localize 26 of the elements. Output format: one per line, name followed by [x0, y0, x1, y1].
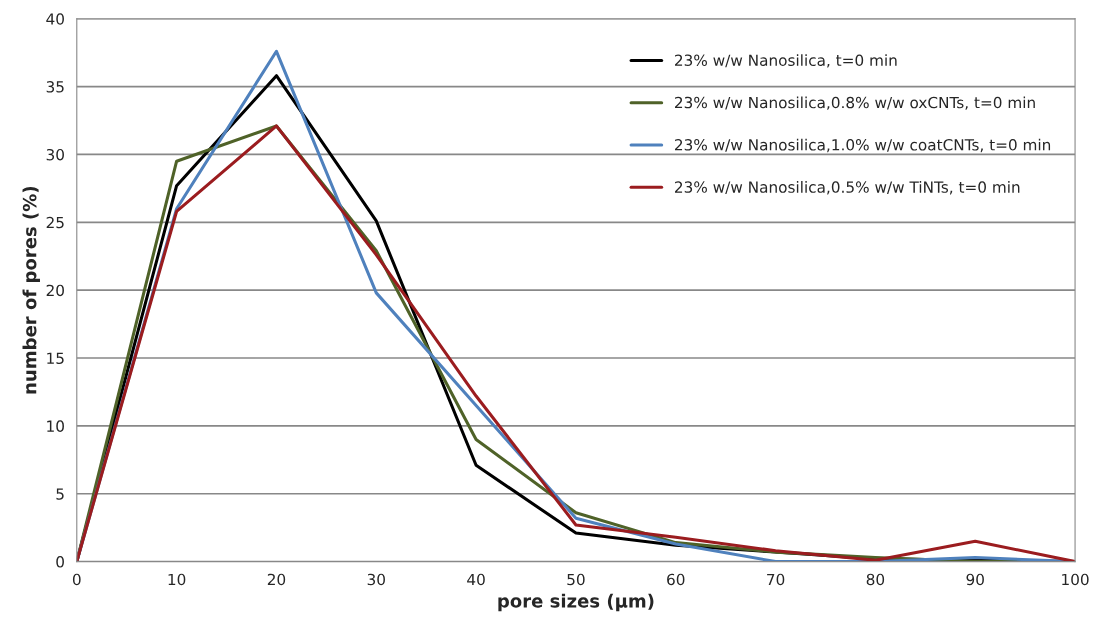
y-tick-label: 35	[46, 81, 64, 93]
legend-label: 23% w/w Nanosilica,0.8% w/w oxCNTs, t=0 min	[675, 96, 1035, 110]
y-axis-title: number of pores (%)	[22, 186, 40, 394]
legend-label: 23% w/w Nanosilica,1.0% w/w coatCNTs, t=0 min	[675, 138, 1051, 153]
x-tick-label: 40	[467, 573, 485, 586]
y-tick-label: 5	[56, 488, 64, 500]
x-tick-label: 90	[966, 573, 984, 586]
y-tick-label: 25	[46, 216, 64, 229]
x-tick-label: 10	[168, 573, 186, 586]
y-tick-label: 40	[46, 13, 64, 25]
x-tick-label: 30	[367, 573, 385, 586]
legend-label: 23% w/w Nanosilica,0.5% w/w TiNTs, t=0 min	[675, 181, 1020, 195]
x-tick-label: 50	[567, 573, 585, 586]
x-tick-label: 0	[72, 573, 81, 586]
x-tick-label: 60	[667, 573, 685, 586]
x-axis-title: pore sizes (μm)	[498, 593, 654, 612]
x-tick-label: 100	[1062, 573, 1089, 586]
y-tick-label: 20	[46, 284, 64, 297]
x-tick-label: 80	[866, 573, 885, 586]
y-tick-label: 15	[47, 352, 64, 365]
y-tick-label: 0	[56, 556, 64, 568]
y-tick-label: 30	[46, 148, 64, 161]
y-tick-label: 10	[47, 420, 64, 432]
legend-label: 23% w/w Nanosilica, t=0 min	[675, 54, 897, 68]
x-tick-label: 20	[267, 573, 286, 586]
x-tick-label: 70	[767, 573, 785, 586]
